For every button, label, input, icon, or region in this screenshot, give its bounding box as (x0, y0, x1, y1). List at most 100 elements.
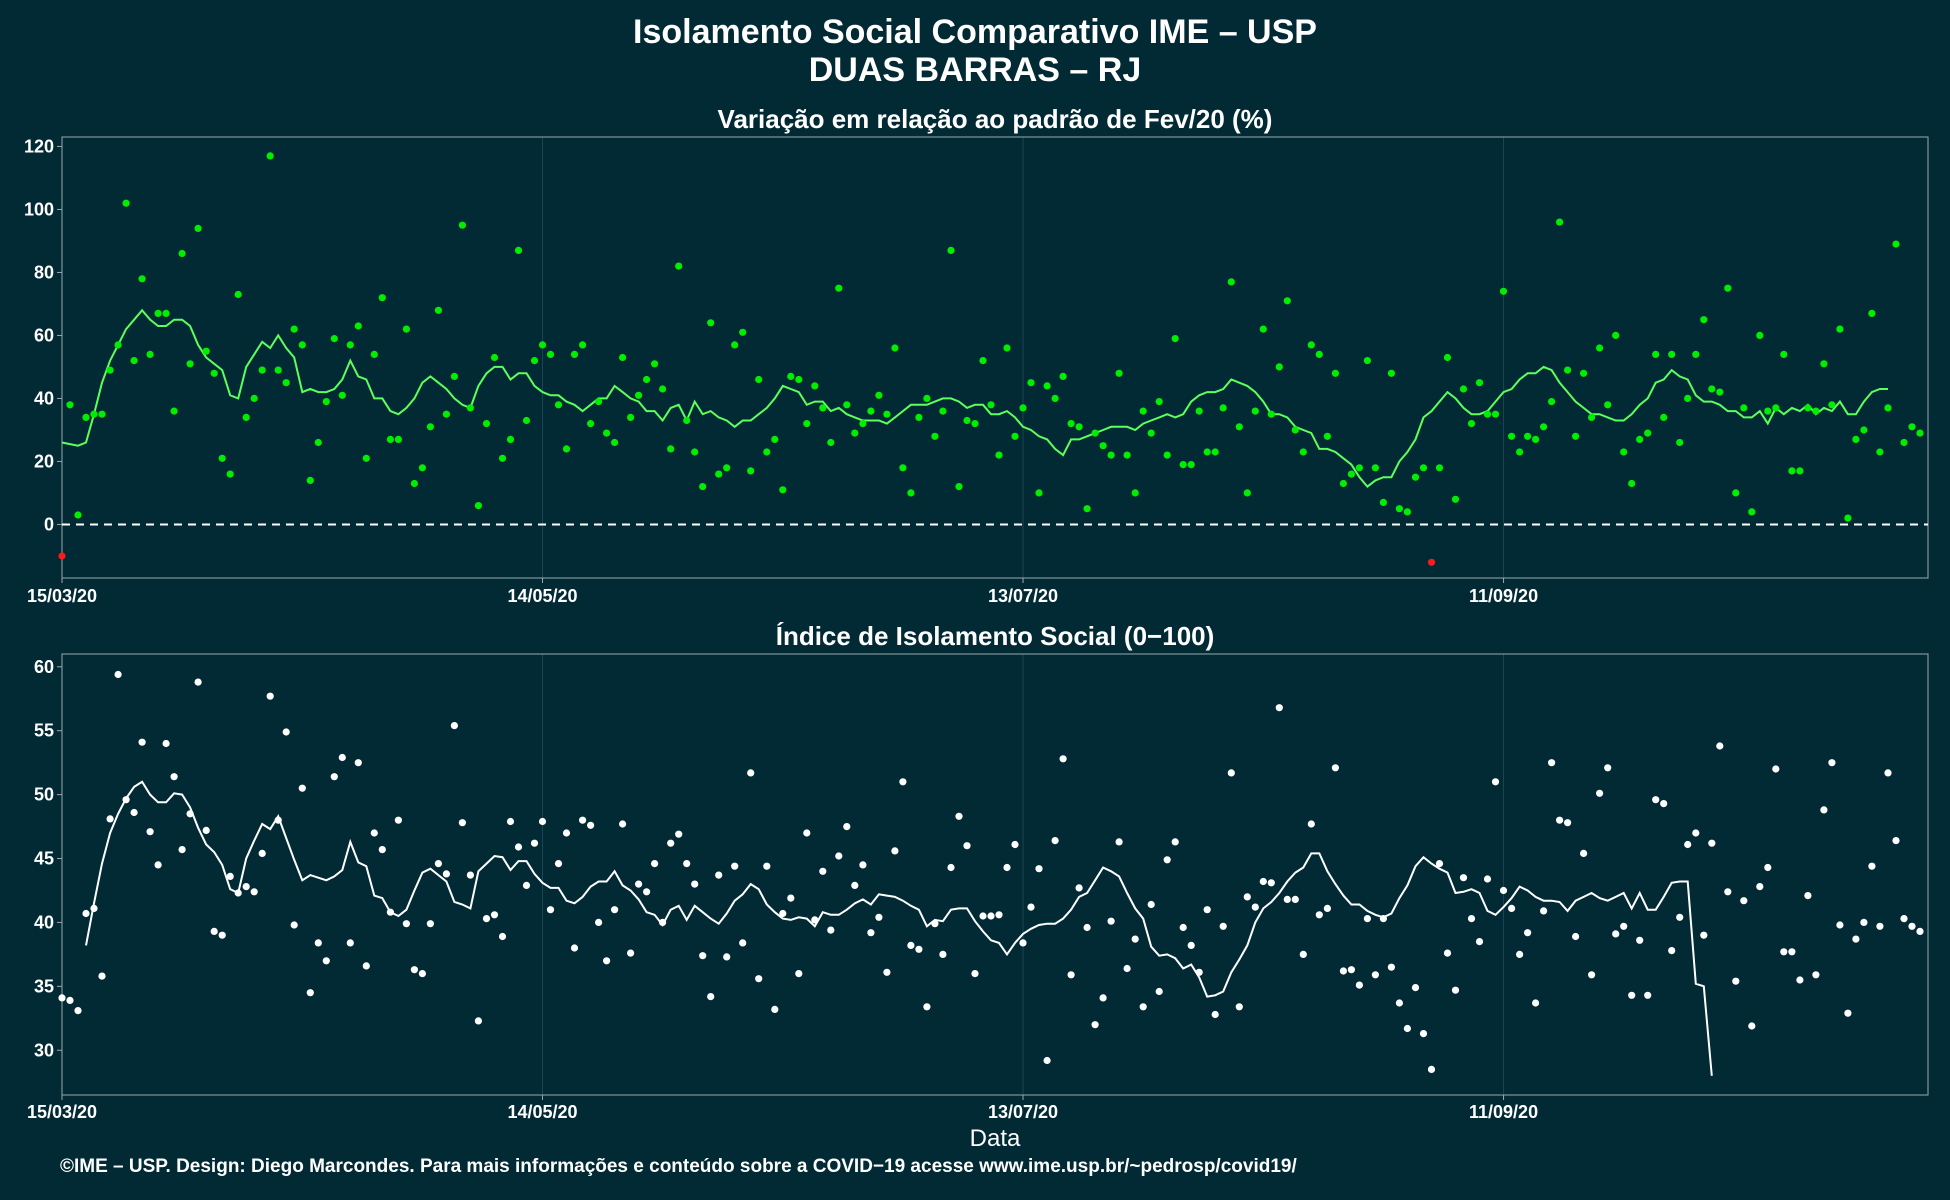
index-data-point (290, 921, 298, 929)
variation-data-point (1115, 369, 1123, 377)
index-data-point (1083, 923, 1091, 932)
variation-data-point (1083, 505, 1091, 513)
index-data-point (987, 912, 995, 920)
index-data-point (1788, 948, 1796, 956)
variation-data-point (1772, 404, 1780, 412)
index-data-point (1860, 918, 1868, 927)
variation-data-point (1804, 404, 1812, 412)
index-data-point (1475, 938, 1484, 946)
index-data-point (1059, 755, 1067, 763)
variation-data-point (66, 401, 74, 409)
variation-y-tick-label: 100 (24, 199, 54, 219)
variation-data-point (659, 385, 667, 393)
variation-data-point (1499, 287, 1508, 295)
index-data-point (194, 678, 202, 686)
index-data-point (314, 939, 322, 947)
variation-data-point (1612, 331, 1620, 339)
index-data-point (1491, 778, 1500, 786)
index-data-point (1427, 1065, 1436, 1073)
variation-data-point (603, 429, 611, 437)
variation-data-point (1900, 438, 1908, 447)
index-data-point (891, 847, 899, 855)
variation-data-point (907, 489, 915, 497)
variation-data-point (58, 552, 66, 560)
variation-data-point (186, 360, 194, 368)
variation-x-tick-label: 15/03/20 (27, 586, 97, 606)
variation-data-point (1668, 350, 1676, 358)
variation-data-point (1067, 420, 1075, 428)
index-data-point (723, 953, 731, 961)
variation-data-point (490, 353, 499, 362)
variation-data-point (723, 464, 731, 472)
variation-data-point (1339, 479, 1347, 488)
variation-data-point (506, 435, 515, 443)
index-data-point (1411, 984, 1420, 992)
index-moving-average-line (85, 780, 1713, 1076)
variation-data-point (1435, 464, 1444, 472)
variation-data-point (1259, 325, 1267, 333)
variation-data-point (779, 486, 787, 494)
variation-data-point (426, 423, 434, 431)
index-data-point (514, 843, 523, 851)
index-data-point (1283, 895, 1291, 904)
variation-data-point (1860, 426, 1868, 434)
variation-data-point (1139, 407, 1147, 415)
index-data-point (1187, 941, 1195, 950)
variation-data-point (1363, 357, 1371, 365)
variation-data-point (1011, 432, 1019, 440)
index-data-point (274, 816, 282, 824)
index-data-point (1259, 877, 1267, 886)
variation-data-point (1700, 316, 1708, 324)
index-data-point (1219, 922, 1227, 930)
variation-data-point (619, 353, 627, 362)
figure-title: Isolamento Social Comparativo IME – USP (633, 13, 1317, 51)
index-data-point (1355, 981, 1363, 989)
index-data-point (667, 839, 675, 847)
variation-data-point (178, 249, 186, 258)
index-data-point (1756, 883, 1764, 891)
index-data-point (394, 816, 402, 824)
index-data-point (266, 692, 274, 700)
index-data-point (907, 941, 915, 950)
index-data-point (218, 931, 226, 939)
index-data-point (378, 846, 386, 854)
variation-data-point (899, 464, 907, 472)
variation-data-point (1548, 398, 1556, 406)
index-data-point (1796, 976, 1804, 984)
index-data-point (562, 829, 571, 837)
variation-data-point (1852, 435, 1860, 443)
variation-data-point (1027, 379, 1035, 387)
index-data-point (707, 993, 715, 1001)
index-data-point (1107, 917, 1115, 925)
index-data-point (1235, 1003, 1243, 1011)
index-data-point (979, 912, 987, 920)
variation-data-point (1483, 410, 1492, 418)
variation-data-point (1043, 382, 1051, 390)
index-data-point (362, 962, 370, 970)
variation-data-point (146, 350, 154, 358)
index-data-point (1467, 915, 1476, 923)
index-data-point (114, 670, 122, 679)
variation-data-point (1660, 413, 1668, 421)
variation-data-point (1275, 363, 1283, 371)
variation-data-point (859, 420, 867, 428)
index-data-point (1251, 903, 1259, 911)
variation-data-point (1491, 410, 1500, 418)
index-data-point (1483, 875, 1492, 883)
index-y-tick-label: 40 (34, 912, 54, 932)
index-data-point (771, 1005, 779, 1014)
variation-data-point (338, 391, 346, 399)
index-data-point (1075, 884, 1083, 892)
variation-data-point (987, 401, 995, 409)
variation-data-point (1307, 341, 1315, 349)
index-data-point (122, 796, 130, 804)
variation-data-point (915, 413, 923, 421)
index-data-point (90, 904, 98, 913)
variation-data-point (1147, 429, 1155, 437)
variation-data-point (1123, 451, 1131, 459)
index-data-point (755, 975, 763, 983)
variation-y-tick-label: 40 (34, 388, 54, 408)
variation-data-point (562, 445, 571, 453)
index-data-point (1211, 1010, 1219, 1019)
